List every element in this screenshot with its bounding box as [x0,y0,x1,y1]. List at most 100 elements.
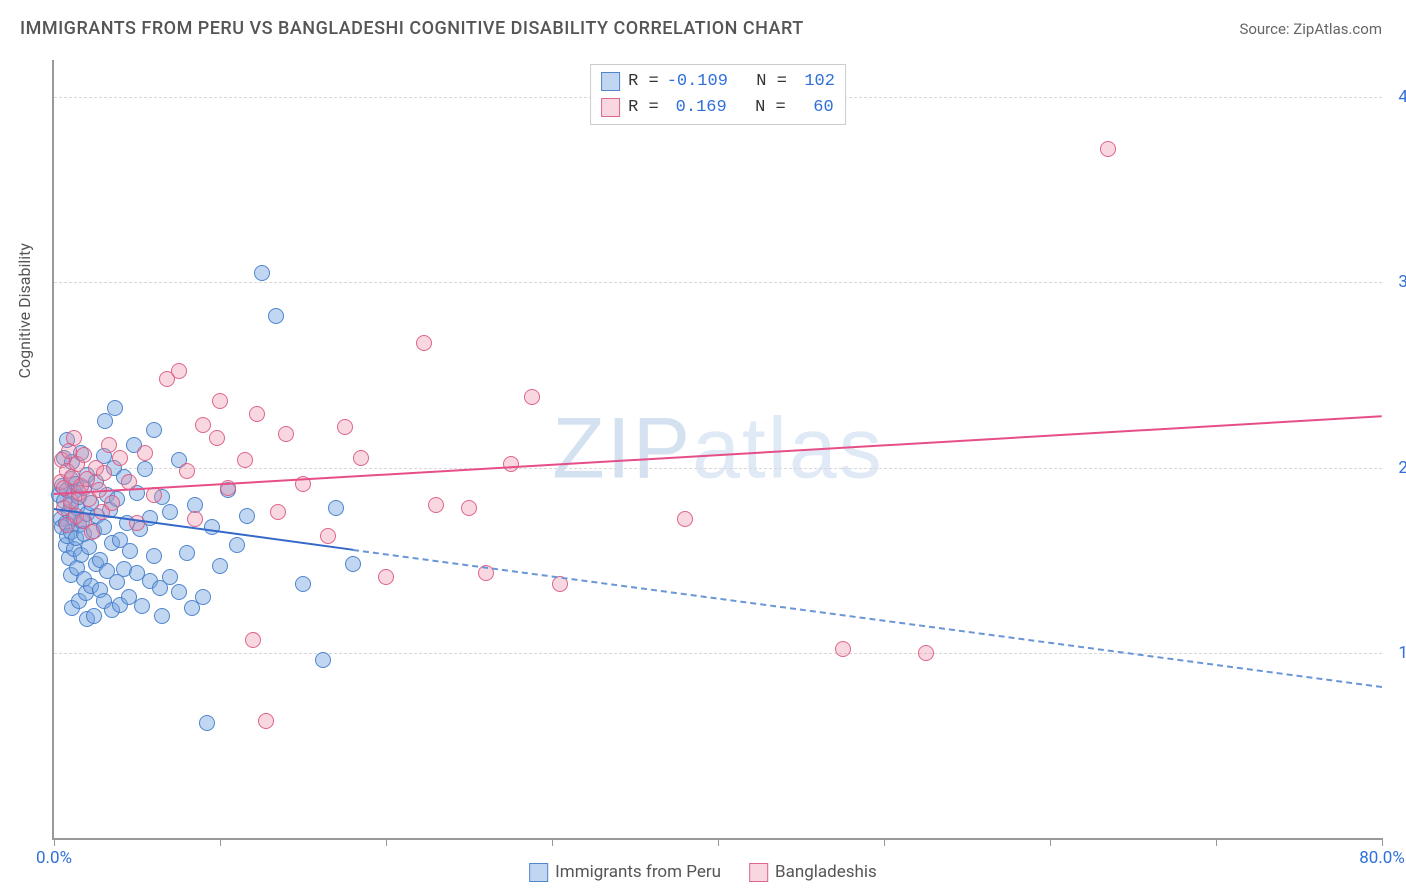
x-tick [220,838,221,846]
legend-row-peru: R = -0.109 N = 102 [601,69,835,95]
correlation-legend: R = -0.109 N = 102 R = 0.169 N = 60 [590,64,846,125]
legend-item-bangladeshi: Bangladeshis [749,862,877,882]
r-value-bangladeshi: 0.169 [667,95,727,121]
data-point [187,511,203,527]
data-point [101,437,117,453]
n-value-bangladeshi: 60 [794,95,834,121]
data-point [86,608,102,624]
swatch-blue-icon [601,72,620,91]
data-point [295,576,311,592]
regression-line [353,549,1382,688]
data-point [209,430,225,446]
data-point [154,608,170,624]
data-point [171,363,187,379]
swatch-pink-icon [601,98,620,117]
data-point [503,456,519,472]
data-point [76,447,92,463]
data-point [229,537,245,553]
data-point [270,504,286,520]
data-point [378,569,394,585]
data-point [461,500,477,516]
data-point [249,406,265,422]
data-point [107,400,123,416]
x-tick [1050,838,1051,846]
data-point [96,465,112,481]
x-tick-label: 0.0% [36,848,72,868]
source-label: Source: [1239,20,1289,38]
data-point [137,461,153,477]
data-point [918,645,934,661]
data-point [524,389,540,405]
data-point [337,419,353,435]
n-label: N = [735,95,786,121]
plot-area: ZIPatlas R = -0.109 N = 102 R = 0.169 N … [52,60,1382,840]
data-point [146,422,162,438]
data-point [835,641,851,657]
legend-label: Immigrants from Peru [555,862,721,882]
source-link[interactable]: ZipAtlas.com [1293,20,1382,38]
chart-title: IMMIGRANTS FROM PERU VS BANGLADESHI COGN… [20,18,804,39]
n-value-peru: 102 [795,69,835,95]
data-point [212,393,228,409]
data-point [66,430,82,446]
x-tick [1216,838,1217,846]
x-tick [884,838,885,846]
data-point [171,584,187,600]
y-tick-label: 40.0% [1386,87,1406,107]
data-point [1100,141,1116,157]
gridline [54,282,1382,283]
data-point [315,652,331,668]
data-point [416,335,432,351]
legend-item-peru: Immigrants from Peru [529,862,721,882]
data-point [104,495,120,511]
x-tick-label: 80.0% [1359,848,1405,868]
y-tick-label: 10.0% [1386,643,1406,663]
data-point [254,265,270,281]
data-point [258,713,274,729]
data-point [81,539,97,555]
y-tick-label: 30.0% [1386,272,1406,292]
data-point [134,598,150,614]
data-point [237,452,253,468]
data-point [195,417,211,433]
data-point [122,543,138,559]
data-point [146,548,162,564]
data-point [187,497,203,513]
swatch-pink-icon [749,863,768,882]
data-point [137,445,153,461]
data-point [212,558,228,574]
r-value-peru: -0.109 [667,69,728,95]
data-point [179,463,195,479]
gridline [54,468,1382,469]
data-point [677,511,693,527]
data-point [112,450,128,466]
gridline [54,653,1382,654]
data-point [195,589,211,605]
data-point [328,500,344,516]
data-point [199,715,215,731]
data-point [129,515,145,531]
data-point [179,545,195,561]
data-point [84,524,100,540]
data-point [146,487,162,503]
data-point [97,413,113,429]
y-axis-label: Cognitive Disability [15,243,34,378]
data-point [162,504,178,520]
data-point [345,556,361,572]
r-label: R = [628,95,659,121]
watermark-thin: atlas [692,401,884,497]
x-tick [386,838,387,846]
data-point [278,426,294,442]
n-label: N = [736,69,787,95]
source-attribution: Source: ZipAtlas.com [1239,20,1382,38]
data-point [353,450,369,466]
data-point [162,569,178,585]
swatch-blue-icon [529,863,548,882]
y-tick-label: 20.0% [1386,458,1406,478]
legend-row-bangladeshi: R = 0.169 N = 60 [601,95,835,121]
x-tick [54,838,55,846]
x-tick [552,838,553,846]
data-point [320,528,336,544]
r-label: R = [628,69,659,95]
regression-line [54,416,1382,496]
